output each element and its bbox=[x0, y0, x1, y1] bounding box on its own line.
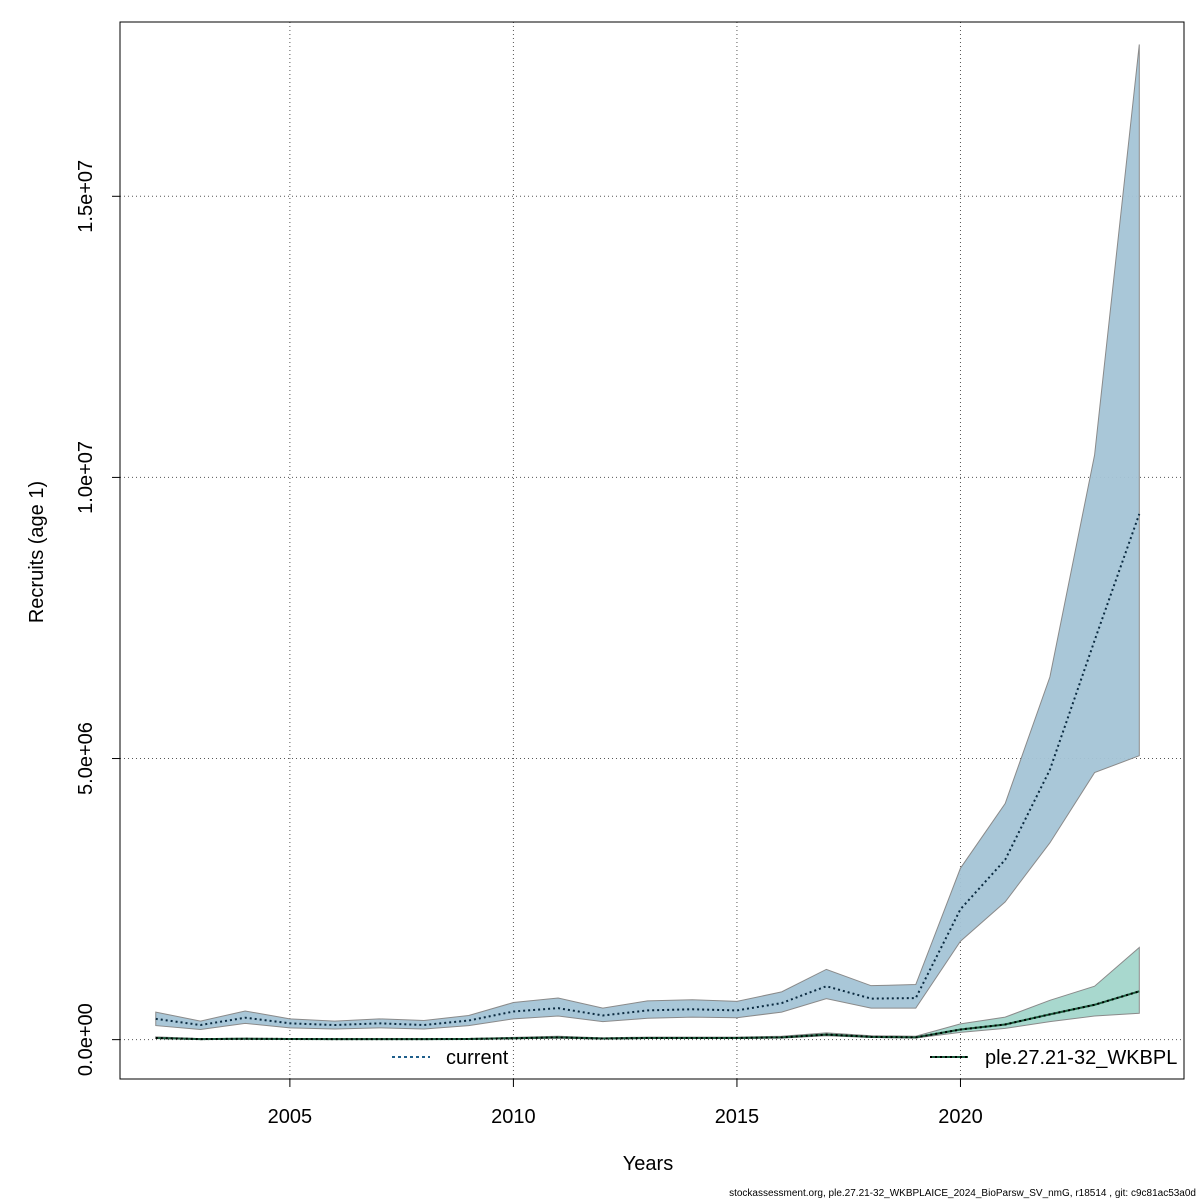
confidence-band-0 bbox=[155, 44, 1140, 1031]
y-tick-label-2: 1.0e+07 bbox=[75, 441, 97, 514]
x-tick-label-0: 2005 bbox=[268, 1106, 313, 1128]
legend: current ple.27.21-32_WKBPL bbox=[392, 1047, 1177, 1069]
x-axis-title: Years bbox=[623, 1153, 673, 1175]
gridlines bbox=[120, 22, 1184, 1079]
footer-text: stockassessment.org, ple.27.21-32_WKBPLA… bbox=[729, 1188, 1196, 1199]
series-line-1 bbox=[155, 990, 1140, 1041]
confidence-bands bbox=[155, 44, 1140, 1040]
series-lines bbox=[155, 513, 1141, 1041]
x-tick-label-2: 2015 bbox=[715, 1106, 760, 1128]
x-tick-label-3: 2020 bbox=[938, 1106, 983, 1128]
legend-label-current: current bbox=[446, 1047, 509, 1069]
y-tick-label-3: 1.5e+07 bbox=[75, 160, 97, 233]
x-axis: 2005 2010 2015 2020 bbox=[268, 1079, 983, 1128]
y-tick-label-1: 5.0e+06 bbox=[75, 722, 97, 795]
series-line-0 bbox=[155, 513, 1141, 1027]
y-tick-label-0: 0.0e+00 bbox=[75, 1003, 97, 1076]
plot-frame bbox=[119, 21, 1185, 1080]
y-axis-title: Recruits (age 1) bbox=[26, 481, 48, 623]
x-tick-label-1: 2010 bbox=[491, 1106, 536, 1128]
legend-label-wkbpl: ple.27.21-32_WKBPL bbox=[985, 1047, 1177, 1069]
y-axis: 0.0e+00 5.0e+06 1.0e+07 1.5e+07 bbox=[75, 160, 120, 1076]
